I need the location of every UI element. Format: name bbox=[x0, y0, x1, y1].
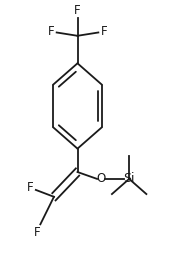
Text: F: F bbox=[47, 25, 54, 38]
Text: F: F bbox=[27, 181, 33, 194]
Text: F: F bbox=[34, 226, 40, 239]
Text: F: F bbox=[101, 25, 107, 38]
Text: O: O bbox=[96, 172, 106, 185]
Text: Si: Si bbox=[123, 172, 135, 185]
Text: F: F bbox=[74, 4, 81, 17]
